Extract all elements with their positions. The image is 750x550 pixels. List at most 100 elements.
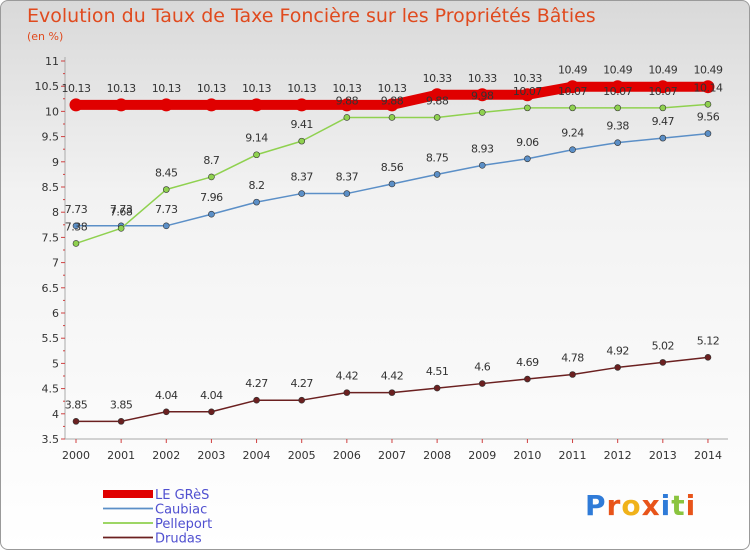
data-point [569,371,576,378]
data-point [478,380,486,387]
y-tick-label: 3.5 [42,433,60,446]
data-point [388,114,396,121]
x-tick-label: 2010 [513,449,541,462]
data-label: 10.13 [332,82,361,95]
data-point [162,222,170,230]
data-label: 10.07 [558,85,587,98]
x-tick-label: 2003 [197,449,225,462]
data-label: 8.75 [426,151,449,164]
data-label: 4.6 [474,361,490,374]
x-tick-label: 2014 [694,449,722,462]
data-label: 8.37 [290,171,313,184]
data-label: 7.73 [65,203,88,216]
data-point [253,198,260,206]
data-point [250,98,264,112]
data-point [524,155,531,163]
data-label: 10.07 [648,85,677,98]
data-label: 4.27 [290,377,313,390]
data-point [117,418,125,425]
data-point [162,408,170,416]
data-point [475,88,489,102]
data-point [162,186,170,193]
data-point [343,114,351,121]
data-point [659,134,667,142]
data-label: 10.49 [648,64,677,77]
data-point [520,88,534,102]
logo-letter: i [685,489,697,522]
x-tick-label: 2012 [604,449,632,462]
data-point [72,222,80,230]
x-tick-label: 2002 [152,449,180,462]
data-label: 7.38 [65,220,88,233]
logo-letter: o [621,489,642,522]
data-label: 9.47 [652,115,675,128]
x-tick-label: 2006 [333,449,361,462]
legend-label: Pelleport [155,517,212,532]
data-point [72,418,80,425]
data-label: 9.88 [381,94,404,107]
data-point [569,146,576,154]
data-point [478,109,486,116]
logo-letter: r [606,489,622,522]
data-label: 10.07 [603,85,632,98]
data-label: 9.38 [606,120,629,133]
data-label: 10.13 [152,82,181,95]
data-point [204,98,218,112]
y-tick-label: 7 [52,257,59,270]
data-point [659,104,667,112]
x-tick-label: 2007 [378,449,406,462]
data-label: 10.13 [62,82,91,95]
legend-label: Caubiac [155,503,207,518]
data-label: 9.56 [697,111,720,124]
data-point [704,101,712,108]
data-label: 10.13 [242,82,271,95]
logo-letter: x [641,489,661,522]
data-point [159,98,173,112]
data-label: 7.73 [155,203,178,216]
data-label: 10.49 [603,64,632,77]
data-label: 7.68 [110,205,133,218]
data-point [253,396,260,404]
x-tick-label: 2013 [649,449,677,462]
data-label: 8.45 [155,167,178,180]
legend-label: LE GRèS [155,488,209,503]
y-tick-label: 10.5 [35,80,60,93]
data-point [388,389,396,396]
data-point [208,173,215,181]
data-label: 7.73 [110,203,133,216]
data-point [208,408,215,416]
data-point [524,104,531,112]
data-point [656,80,670,94]
logo-letter: i [660,489,672,522]
data-label: 9.41 [290,118,313,131]
data-point [298,396,306,404]
data-label: 5.02 [652,339,675,352]
data-point [117,225,125,232]
x-tick-label: 2011 [559,449,587,462]
chart-title: Evolution du Taux de Taxe Foncière sur l… [27,5,596,27]
data-point [208,210,215,218]
y-tick-label: 7.5 [42,231,60,244]
data-label: 4.78 [561,351,584,364]
data-label: 10.13 [197,82,226,95]
data-point [566,80,580,94]
data-label: 10.33 [513,72,542,85]
data-point [614,364,621,371]
data-point [433,171,441,178]
data-label: 8.7 [203,154,219,167]
data-point [295,98,309,112]
data-point [701,80,715,94]
data-point [388,180,396,188]
data-point [69,98,83,112]
data-label: 4.27 [245,377,268,390]
data-point [298,137,306,145]
data-point [478,162,486,169]
logo-letter: t [671,489,686,522]
proxiti-logo: Proxiti [585,489,696,522]
data-label: 9.24 [561,127,584,140]
data-point [433,384,441,392]
data-label: 4.42 [381,370,404,383]
data-label: 3.85 [110,398,133,411]
data-label: 8.37 [336,171,359,184]
